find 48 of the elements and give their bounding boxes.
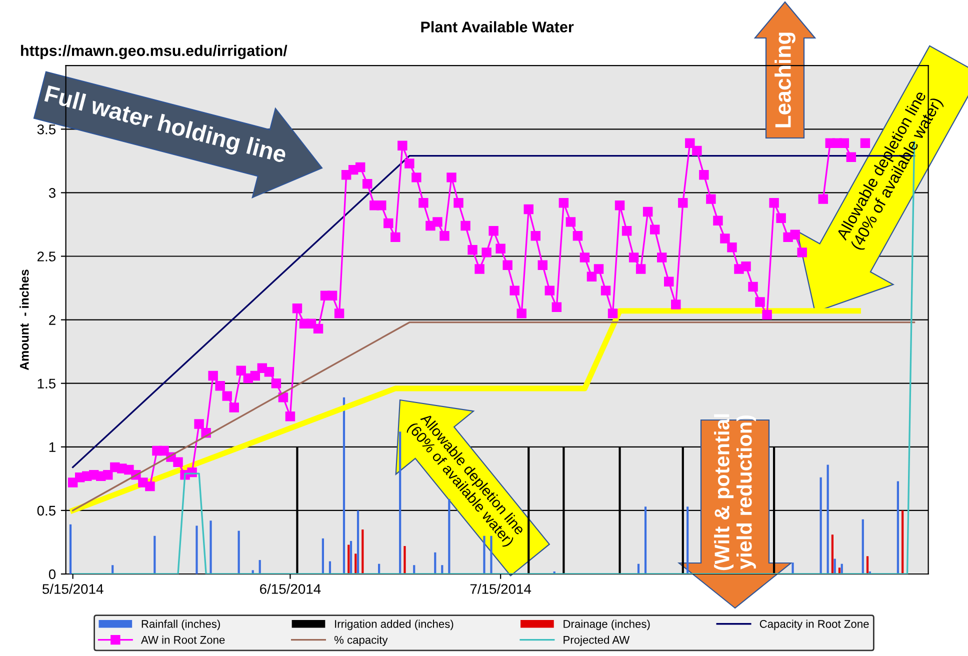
- bar: [210, 520, 212, 574]
- bar: [686, 506, 689, 574]
- bar: [322, 538, 324, 574]
- bar: [348, 544, 350, 574]
- bar: [826, 464, 829, 574]
- legend-label: Drainage (inches): [564, 620, 650, 630]
- text: https://mawn.geo.msu.edu/irrigation/: [21, 44, 288, 60]
- bar: [350, 540, 352, 574]
- x-tick-label: 5/15/2014: [42, 584, 104, 594]
- bar: [399, 432, 402, 574]
- legend-label: Capacity in Root Zone: [760, 620, 869, 630]
- bar: [820, 477, 822, 574]
- y-tick-label: 3.5: [37, 124, 56, 134]
- bar: [354, 554, 357, 574]
- y-axis-title: Amount - inches: [20, 270, 29, 370]
- x-tick-label: 7/15/2014: [470, 584, 532, 594]
- chart-title: Plant Available Water: [421, 21, 574, 32]
- bar: [866, 556, 869, 574]
- y-tick-label: 0.5: [37, 506, 56, 516]
- y-tick-label: 3: [48, 188, 56, 198]
- x-tick-label: 6/15/2014: [260, 584, 321, 594]
- bar: [862, 519, 864, 574]
- y-tick-label: 1.5: [38, 378, 56, 389]
- legend-label: % capacity: [334, 636, 388, 646]
- bar: [238, 530, 240, 574]
- bar: [831, 534, 834, 574]
- bar: [356, 510, 360, 574]
- bar: [896, 481, 899, 574]
- bar: [362, 530, 364, 574]
- bar: [792, 562, 794, 574]
- legend-label: Projected AW: [564, 636, 630, 646]
- bar: [902, 510, 904, 574]
- y-tick-label: 2.5: [37, 252, 56, 262]
- bar: [342, 397, 346, 574]
- y-tick-label: 0: [48, 569, 56, 580]
- bar: [434, 552, 436, 574]
- y-tick-label: 1: [49, 442, 56, 452]
- bar: [404, 546, 406, 574]
- bar: [644, 506, 647, 574]
- legend-label: Rainfall (inches): [142, 620, 220, 630]
- legend-label: AW in Root Zone: [140, 636, 225, 644]
- annotation: Leaching: [774, 32, 796, 128]
- bar: [196, 526, 198, 574]
- bar: [834, 558, 836, 574]
- bar: [69, 524, 72, 574]
- legend-label: Irrigation added (inches): [335, 620, 454, 630]
- bar: [154, 536, 156, 574]
- y-tick-label: 2: [49, 315, 56, 325]
